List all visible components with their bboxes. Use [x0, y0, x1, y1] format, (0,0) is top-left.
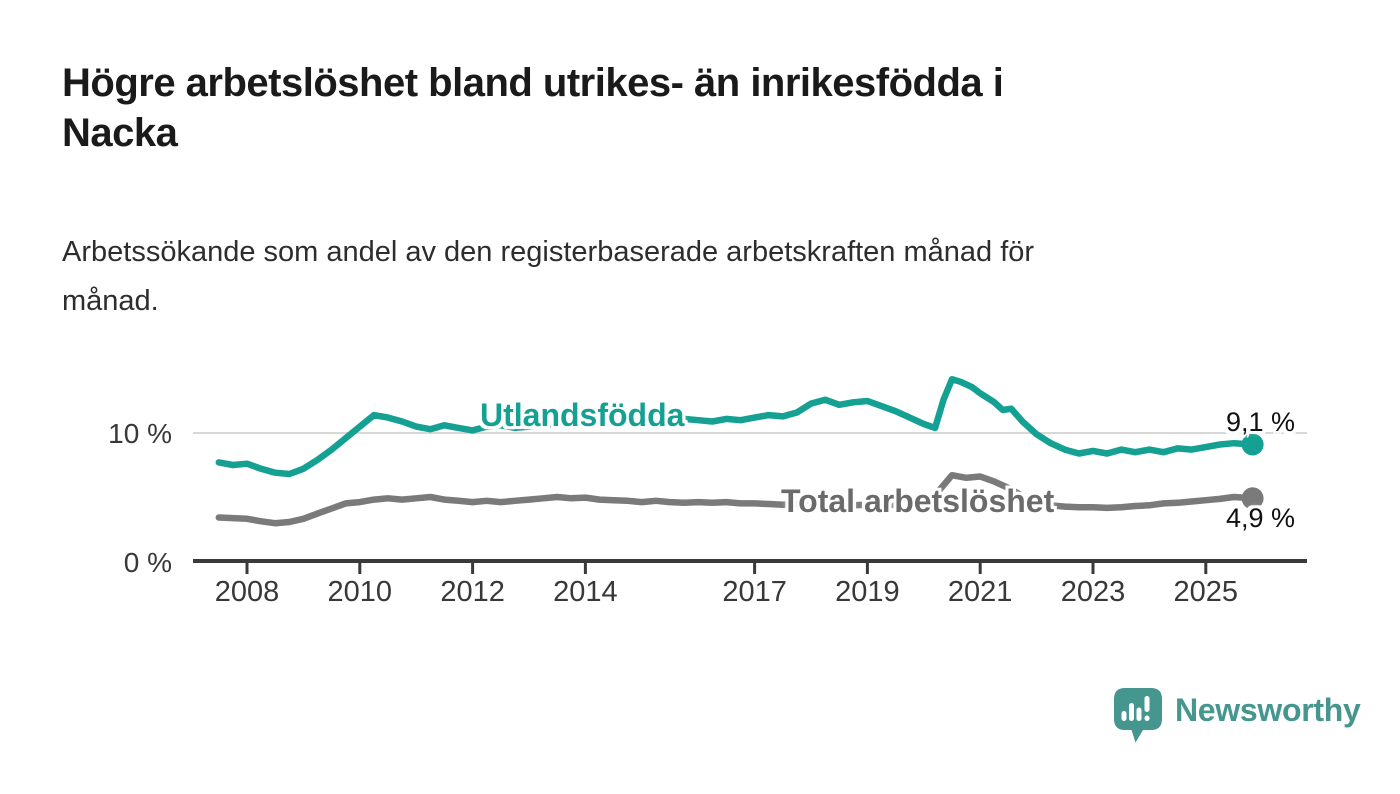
logo-exclamation-bar — [1144, 696, 1150, 712]
total-end-value-label: 4,9 % — [1226, 503, 1296, 533]
total-arbetsloshet-line — [215, 471, 1256, 527]
utlandsfodda-end-dot — [1241, 433, 1264, 456]
logo-bar-short — [1121, 711, 1127, 721]
x-axis-ticks — [245, 563, 1208, 574]
x-tick-label: 2010 — [327, 576, 393, 608]
x-tick-label: 2012 — [440, 576, 505, 608]
x-tick-label: 2017 — [722, 576, 787, 608]
utlandsfodda-end-value-label: 9,1 % — [1226, 407, 1296, 437]
x-tick-label: 2019 — [835, 576, 900, 608]
x-tick-label: 2021 — [947, 576, 1013, 608]
chart-subtitle: Arbetssökande som andel av den registerb… — [62, 228, 1242, 326]
newsworthy-branding: Newsworthy — [1114, 688, 1361, 744]
x-tick-label: 2025 — [1173, 576, 1239, 608]
logo-bar-tall — [1129, 703, 1134, 721]
x-tick-label: 2008 — [214, 576, 280, 608]
title-line-1: Högre arbetslöshet bland utrikes- än inr… — [62, 61, 1004, 105]
utlandsfodda-series-label: Utlandsfödda — [480, 397, 685, 433]
logo-exclamation-dot — [1144, 715, 1150, 721]
newsworthy-wordmark: Newsworthy — [1175, 692, 1361, 728]
subtitle-line-2: månad. — [62, 285, 159, 317]
x-tick-label: 2023 — [1060, 576, 1126, 608]
unemployment-line-chart — [193, 375, 1307, 574]
title-line-2: Nacka — [62, 111, 178, 155]
total-end-dot — [1241, 487, 1264, 510]
subtitle-line-1: Arbetssökande som andel av den registerb… — [62, 236, 1035, 268]
newsworthy-logo-icon — [1114, 688, 1162, 743]
utlandsfodda-line — [215, 375, 1256, 478]
total-arbetsloshet-series-label: Total arbetslöshet — [781, 483, 1055, 519]
logo-bar-medium — [1136, 707, 1142, 721]
page-title: Högre arbetslöshet bland utrikes- än inr… — [62, 58, 1212, 158]
x-tick-label: 2014 — [553, 576, 618, 608]
y-axis-label-10pct: 10 % — [108, 418, 172, 449]
y-axis-label-0pct: 0 % — [123, 547, 172, 578]
